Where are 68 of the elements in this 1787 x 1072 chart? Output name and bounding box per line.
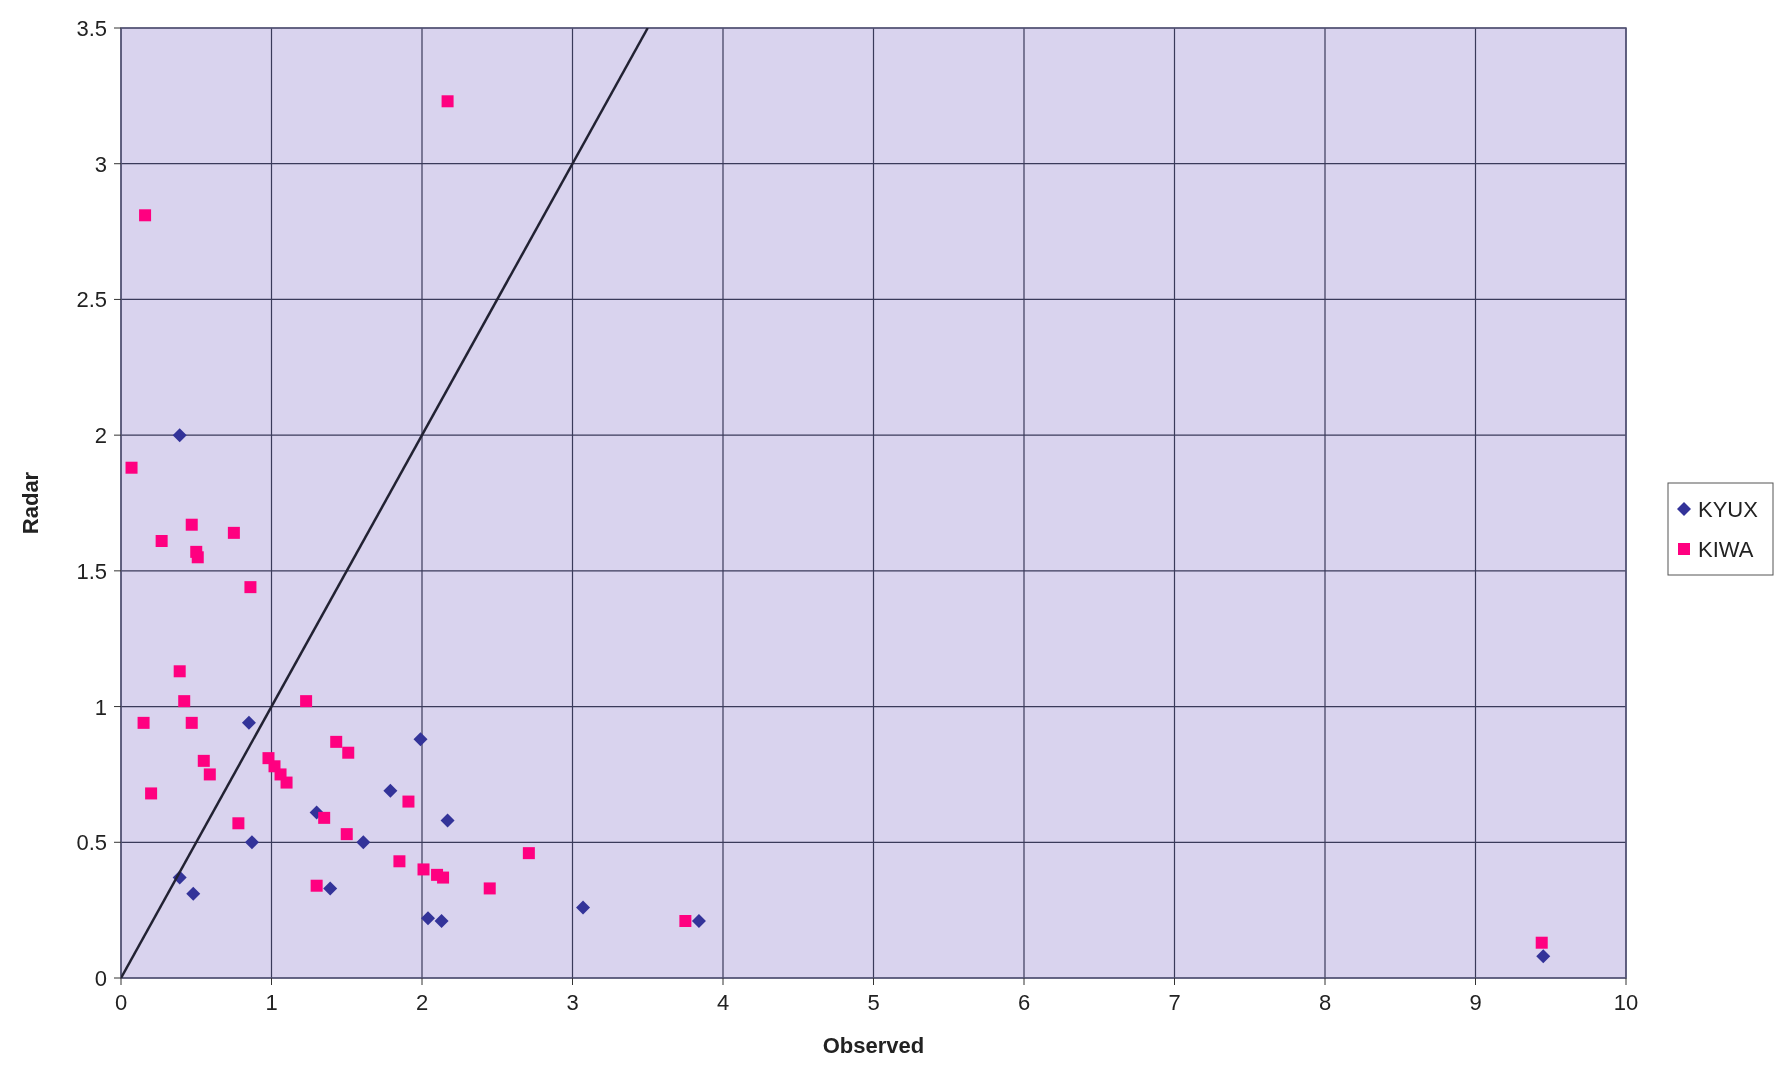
x-tick-label: 3 xyxy=(566,990,579,1015)
point xyxy=(522,847,535,860)
y-tick-label: 3 xyxy=(94,151,107,177)
point xyxy=(356,835,371,850)
y-tick-label: 0 xyxy=(94,966,107,991)
point xyxy=(421,911,436,926)
point xyxy=(300,695,313,708)
point xyxy=(1536,949,1551,964)
y-tick-label: 0.5 xyxy=(76,830,107,856)
point xyxy=(402,795,415,808)
point xyxy=(383,783,398,798)
point xyxy=(227,526,240,539)
y-tick-label: 3.5 xyxy=(76,16,107,41)
point xyxy=(1535,936,1548,949)
point xyxy=(393,855,406,868)
point xyxy=(434,914,449,928)
y-axis-title: Radar xyxy=(18,471,43,535)
x-tick-label: 0 xyxy=(114,990,128,1015)
point xyxy=(318,811,331,824)
point xyxy=(155,535,168,547)
point xyxy=(340,828,353,841)
point xyxy=(691,914,706,928)
point xyxy=(197,754,210,767)
y-tick-label: 2 xyxy=(94,423,107,449)
y-tick-label: 1.5 xyxy=(76,558,107,584)
point xyxy=(483,882,496,895)
point xyxy=(323,881,338,896)
point xyxy=(173,665,186,678)
point xyxy=(203,768,216,781)
point xyxy=(440,813,455,828)
point xyxy=(244,581,257,594)
point xyxy=(280,776,293,789)
point xyxy=(417,863,430,876)
y-tick-label: 2.5 xyxy=(76,287,107,313)
point xyxy=(437,871,450,884)
point xyxy=(441,95,454,108)
point xyxy=(145,787,158,800)
x-tick-label: 5 xyxy=(867,990,880,1015)
x-axis-title: Observed xyxy=(822,1033,925,1058)
x-tick-label: 7 xyxy=(1168,990,1181,1015)
point xyxy=(232,817,245,830)
point xyxy=(185,518,198,531)
point xyxy=(139,209,152,222)
x-tick-label: 4 xyxy=(716,990,730,1015)
point xyxy=(679,915,692,927)
x-tick-label: 10 xyxy=(1613,990,1639,1015)
point xyxy=(241,715,256,730)
point xyxy=(244,835,259,850)
x-tick-label: 9 xyxy=(1469,990,1482,1015)
point xyxy=(191,551,204,564)
legend-label: KIWA xyxy=(1698,537,1754,562)
point xyxy=(310,879,323,892)
y-tick-label: 1 xyxy=(94,694,107,720)
point xyxy=(186,886,201,901)
point xyxy=(125,461,138,474)
point xyxy=(185,716,198,729)
x-tick-label: 2 xyxy=(415,990,429,1015)
point xyxy=(178,695,191,708)
legend-label: KYUX xyxy=(1698,497,1759,522)
point xyxy=(342,746,355,759)
point xyxy=(576,900,591,915)
point xyxy=(137,716,150,729)
point xyxy=(172,428,187,443)
x-tick-label: 1 xyxy=(265,990,278,1015)
point xyxy=(330,735,343,748)
x-tick-label: 6 xyxy=(1017,990,1031,1015)
x-tick-label: 8 xyxy=(1318,990,1332,1015)
point xyxy=(413,732,428,747)
